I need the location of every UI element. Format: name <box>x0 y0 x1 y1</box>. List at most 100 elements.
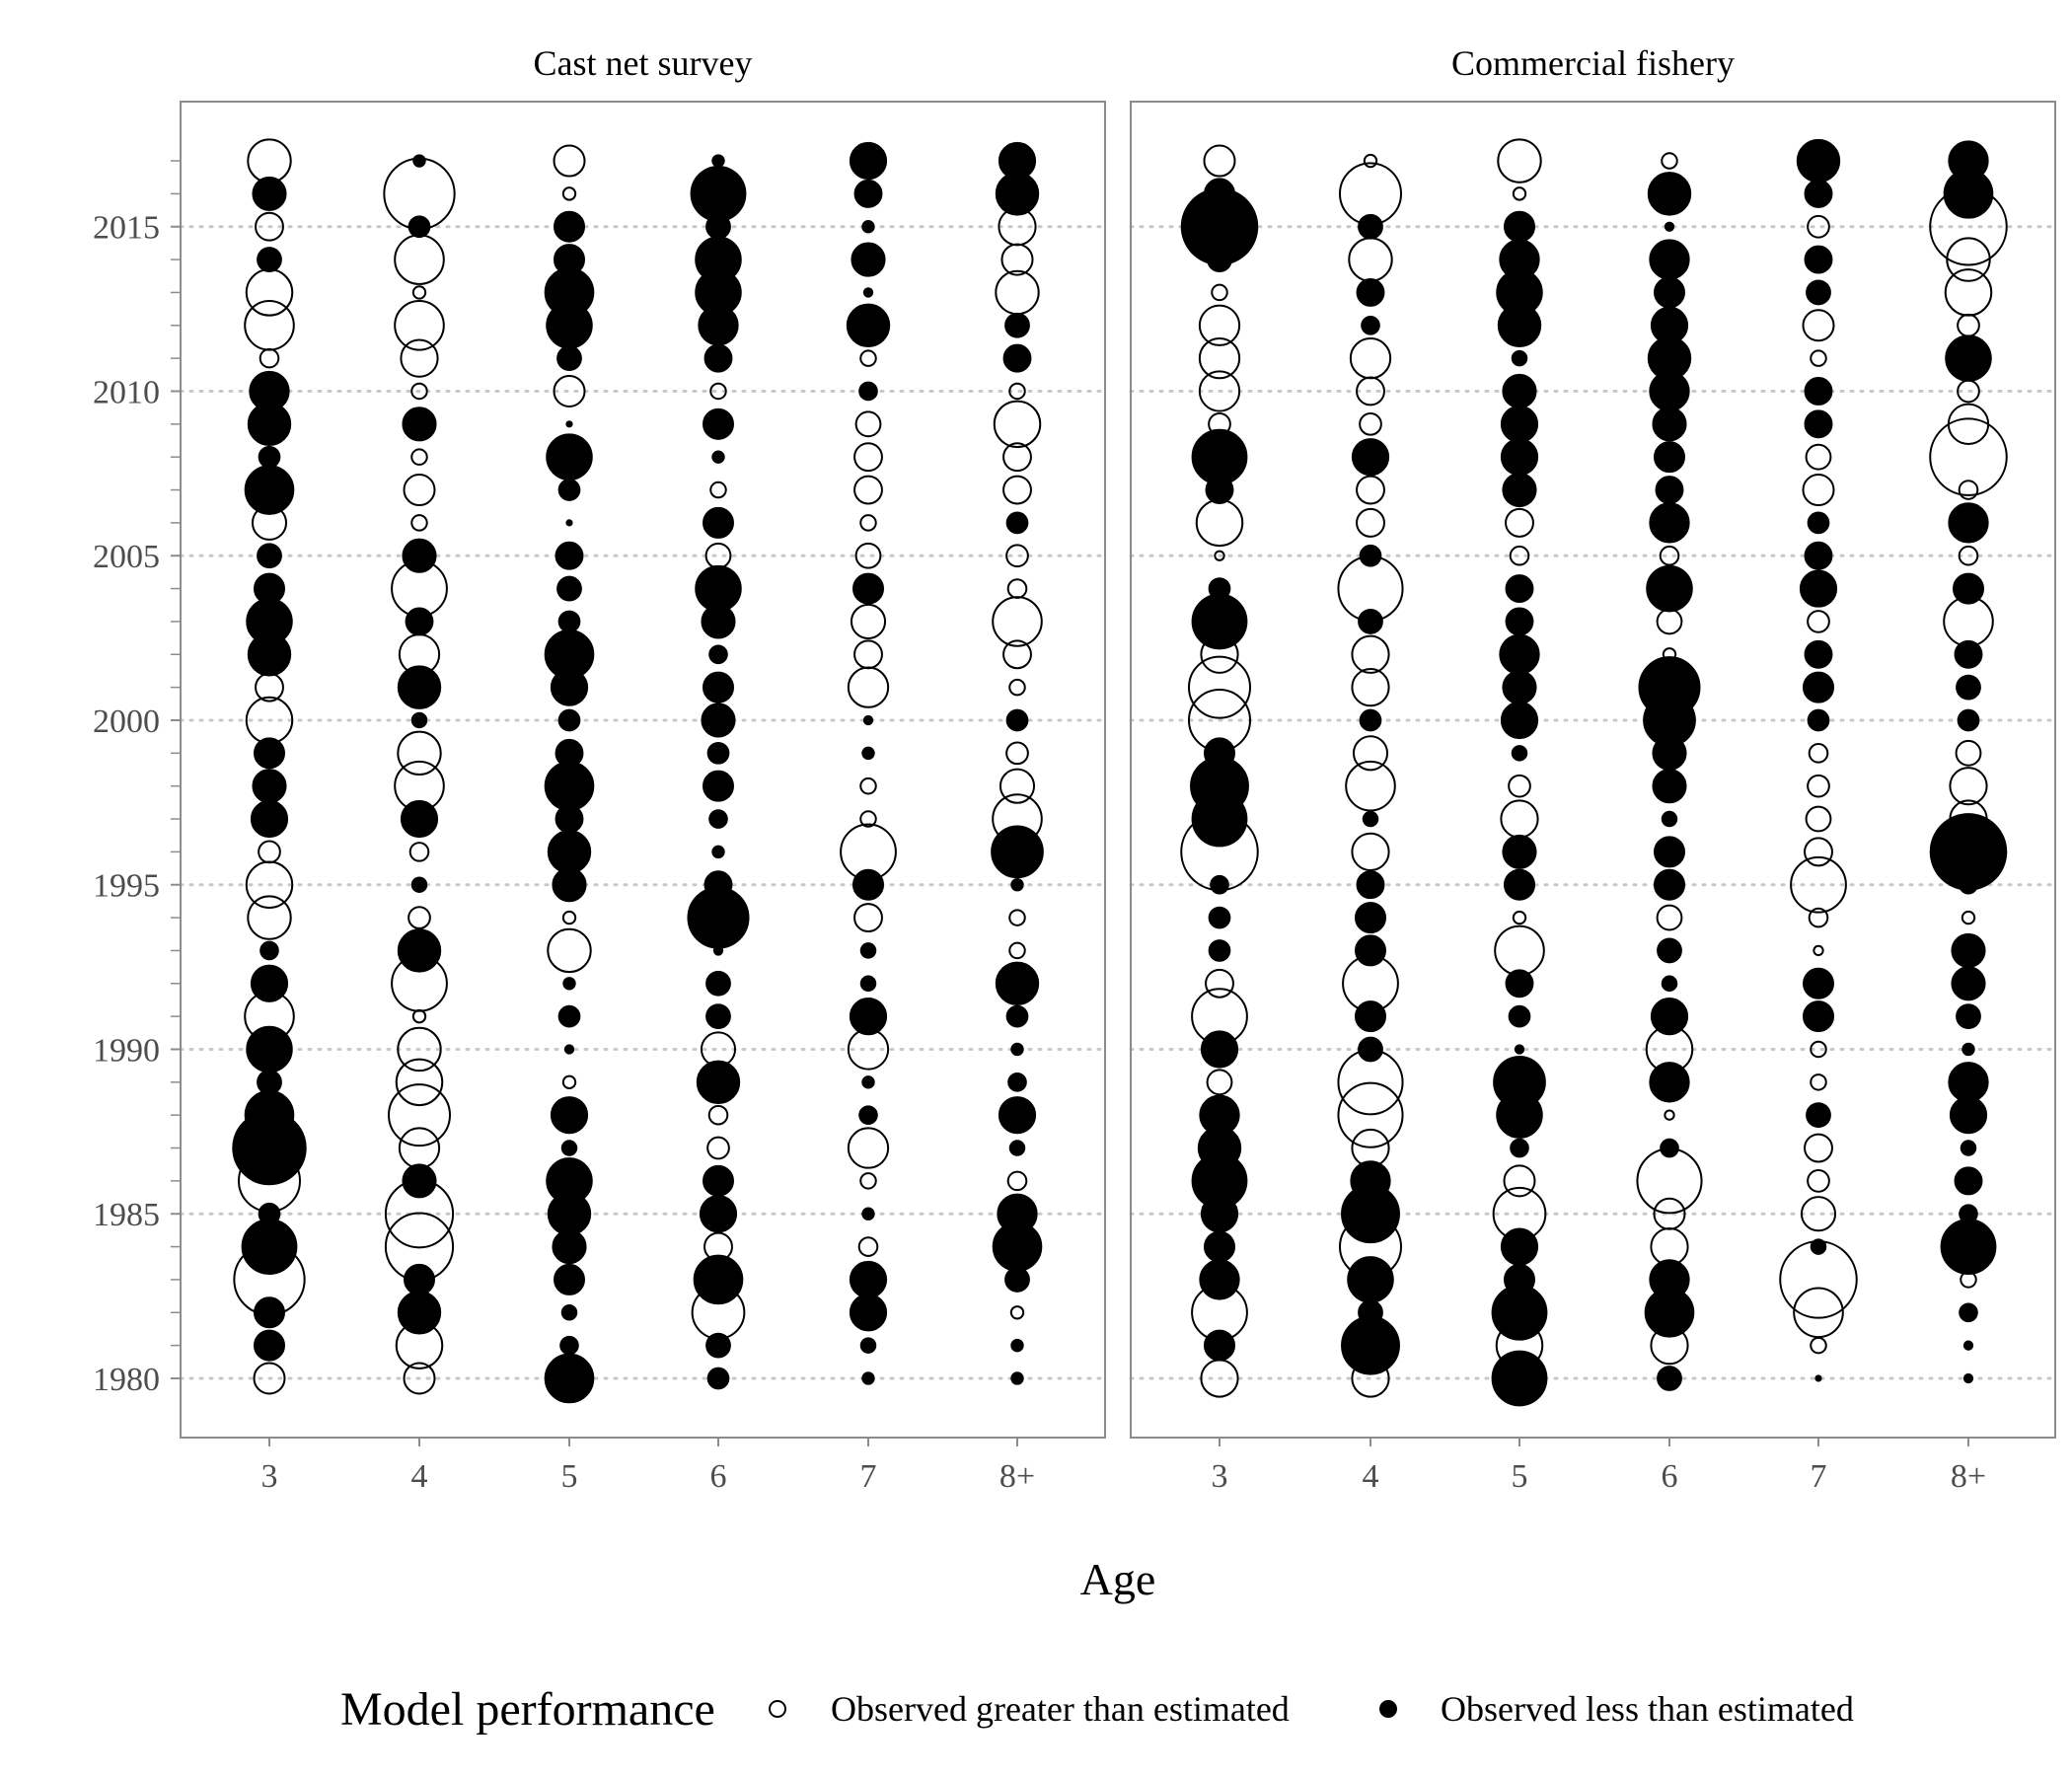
bubble-observed-less <box>1499 633 1540 675</box>
bubble-observed-less <box>402 1163 437 1199</box>
bubble-observed-greater <box>992 596 1043 647</box>
bubble-observed-less <box>1514 1044 1525 1055</box>
bubble-observed-greater <box>709 382 727 401</box>
bubble-observed-less <box>544 1353 595 1404</box>
bubble-observed-less <box>244 465 295 515</box>
x-tick-label: 7 <box>1811 1458 1827 1495</box>
bubble-observed-greater <box>245 268 294 317</box>
bubble-observed-less <box>1005 708 1029 732</box>
bubble-observed-less <box>1500 405 1539 443</box>
bubble-observed-less <box>258 445 281 469</box>
bubble-observed-less <box>550 1096 589 1135</box>
bubble-observed-greater <box>1659 545 1680 566</box>
bubble-observed-less <box>861 1075 875 1089</box>
y-tick-label: 1995 <box>93 868 160 905</box>
bubble-observed-less <box>1804 245 1833 274</box>
bubble-observed-less <box>1945 334 1992 382</box>
bubble-observed-greater <box>1352 735 1389 772</box>
bubble-observed-less <box>1649 502 1690 544</box>
bubble-observed-greater <box>1205 968 1234 999</box>
bubble-observed-less <box>708 644 728 665</box>
bubble-observed-less <box>546 1157 593 1205</box>
bubble-observed-greater <box>1944 268 1993 317</box>
bubble-observed-less <box>1204 1230 1235 1263</box>
bubble-observed-greater <box>1808 907 1829 928</box>
bubble-observed-greater <box>700 1031 737 1068</box>
bubble-observed-less <box>1657 1366 1682 1391</box>
bubble-observed-greater <box>561 186 577 201</box>
bubble-observed-less <box>1807 708 1830 732</box>
bubble-observed-less <box>1649 239 1690 280</box>
bubble-observed-less <box>257 543 282 569</box>
bubble-observed-less <box>1362 810 1379 828</box>
bubble-observed-less <box>259 940 279 961</box>
bubble-observed-less <box>258 1202 281 1225</box>
bubble-observed-greater <box>857 1236 879 1257</box>
bubble-observed-less <box>1807 511 1830 535</box>
bubble-observed-less <box>412 154 426 168</box>
bubble-observed-less <box>1647 172 1692 216</box>
bubble-observed-less <box>1210 874 1229 895</box>
bubble-observed-greater <box>859 514 877 532</box>
bubble-observed-less <box>862 714 874 726</box>
bubble-observed-less <box>1804 179 1833 208</box>
bubble-observed-greater <box>1929 417 2008 496</box>
bubble-observed-less <box>1508 1004 1531 1028</box>
bubble-observed-less <box>560 1304 578 1321</box>
bubble-observed-less <box>1804 377 1833 406</box>
bubble-observed-less <box>846 303 891 347</box>
bubble-observed-greater <box>1002 639 1032 670</box>
bubble-observed-greater <box>410 514 428 532</box>
bubble-observed-less <box>563 1044 575 1055</box>
bubble-observed-less <box>705 1003 731 1030</box>
bubble-observed-less <box>1191 428 1248 485</box>
bubble-observed-less <box>1010 1338 1024 1353</box>
bubble-observed-less <box>703 506 734 539</box>
bubble-observed-greater <box>1002 475 1032 505</box>
bubble-observed-less <box>544 761 595 811</box>
bubble-observed-less <box>695 564 742 613</box>
bubble-observed-less <box>690 165 747 222</box>
legend-title: Model performance <box>340 1683 715 1736</box>
bubble-observed-greater <box>859 349 877 367</box>
bubble-observed-greater <box>1008 941 1026 960</box>
bubble-observed-greater <box>1807 1169 1830 1193</box>
bubble-observed-less <box>1962 1340 1974 1351</box>
bubble-observed-less <box>1660 1138 1679 1158</box>
bubble-observed-less <box>1358 1036 1383 1063</box>
bubble-observed-greater <box>1807 610 1830 633</box>
bubble-observed-less <box>849 998 888 1036</box>
bubble-observed-less <box>1002 343 1032 373</box>
bubble-observed-less <box>1814 1374 1822 1382</box>
bubble-observed-greater <box>397 1026 442 1073</box>
bubble-observed-less <box>1504 210 1535 243</box>
bubble-observed-greater <box>1351 634 1390 674</box>
bubble-observed-greater <box>395 1058 444 1107</box>
bubble-observed-less <box>1661 810 1678 828</box>
bubble-observed-less <box>1951 966 1986 1001</box>
y-axis: 1980 1985 1990 1995 2000 2005 2010 2015 <box>93 160 181 1398</box>
bubble-observed-greater <box>253 1362 286 1395</box>
bubble-observed-less <box>1355 1000 1386 1033</box>
bubble-observed-less <box>1350 1160 1391 1202</box>
panel-border <box>1130 101 2056 1439</box>
bubble-observed-greater <box>995 269 1040 316</box>
bubble-observed-greater <box>706 1136 730 1160</box>
bubble-observed-less <box>1361 315 1380 335</box>
bubble-observed-less <box>1929 813 2008 891</box>
bubble-observed-greater <box>411 1008 427 1024</box>
bubble-observed-less <box>703 1164 734 1197</box>
bubble-observed-greater <box>1195 498 1244 548</box>
bubble-observed-less <box>1358 213 1383 240</box>
bubble-observed-greater <box>1351 1128 1390 1168</box>
bubble-observed-greater <box>999 768 1036 804</box>
bubble-observed-greater <box>561 1074 577 1090</box>
bubble-observed-less <box>244 1089 295 1141</box>
bubble-observed-less <box>257 1069 282 1095</box>
bubble-observed-greater <box>384 1212 455 1282</box>
bubble-observed-less <box>861 1207 875 1221</box>
bubble-observed-less <box>1649 1259 1690 1300</box>
x-tick-label: 8+ <box>1951 1458 1986 1495</box>
bubble-observed-less <box>1799 569 1838 608</box>
